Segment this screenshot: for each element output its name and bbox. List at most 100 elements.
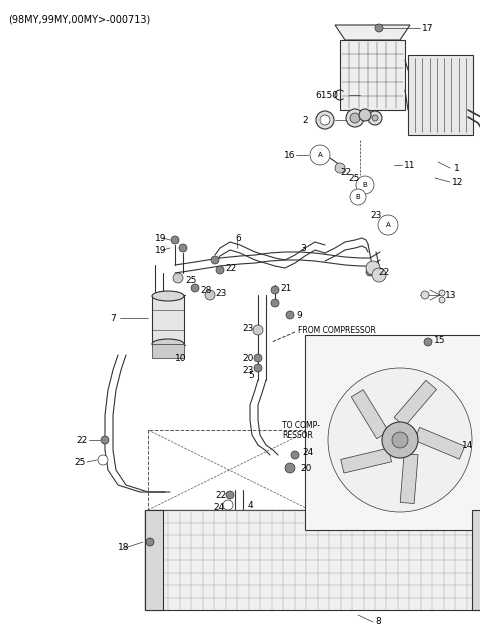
Bar — [305, 335, 480, 530]
Circle shape — [316, 111, 334, 129]
Text: 19: 19 — [155, 245, 167, 254]
Text: 18: 18 — [118, 544, 130, 553]
Circle shape — [439, 290, 445, 296]
Circle shape — [285, 463, 295, 473]
Circle shape — [350, 113, 360, 123]
Circle shape — [271, 299, 279, 307]
Text: 7: 7 — [110, 314, 116, 323]
Circle shape — [421, 291, 429, 299]
Circle shape — [253, 325, 263, 335]
Circle shape — [366, 261, 380, 275]
Text: 6: 6 — [235, 233, 241, 242]
Text: 24: 24 — [213, 502, 224, 511]
Text: 14: 14 — [462, 440, 473, 449]
Text: 23: 23 — [370, 210, 382, 220]
Text: 23: 23 — [215, 288, 227, 298]
Circle shape — [179, 244, 187, 252]
Circle shape — [286, 311, 294, 319]
Text: 15: 15 — [434, 335, 445, 344]
Text: 12: 12 — [452, 178, 463, 187]
FancyArrow shape — [394, 380, 436, 427]
Circle shape — [211, 256, 219, 264]
Circle shape — [335, 163, 345, 173]
FancyArrow shape — [341, 448, 392, 473]
Circle shape — [191, 284, 199, 292]
Circle shape — [382, 422, 418, 458]
Text: 22: 22 — [77, 436, 88, 445]
Text: A: A — [385, 222, 390, 228]
Circle shape — [320, 115, 330, 125]
Polygon shape — [335, 25, 410, 40]
Ellipse shape — [152, 339, 184, 349]
Circle shape — [171, 236, 179, 244]
Text: FROM COMPRESSOR: FROM COMPRESSOR — [298, 325, 376, 334]
Text: (98MY,99MY,00MY>-000713): (98MY,99MY,00MY>-000713) — [8, 14, 150, 24]
Text: 13: 13 — [445, 291, 456, 300]
Text: 23: 23 — [242, 366, 253, 374]
Text: 20: 20 — [300, 463, 312, 472]
Text: TO COMP-: TO COMP- — [282, 420, 320, 429]
Text: 17: 17 — [422, 24, 433, 33]
Circle shape — [378, 215, 398, 235]
Text: 16: 16 — [284, 151, 295, 160]
Text: 11: 11 — [404, 160, 416, 169]
Text: 21: 21 — [280, 284, 291, 293]
Ellipse shape — [152, 291, 184, 301]
Text: 6150: 6150 — [315, 91, 338, 100]
Text: 10: 10 — [175, 353, 187, 362]
Text: 22: 22 — [340, 167, 351, 176]
Text: 25: 25 — [74, 458, 86, 466]
Circle shape — [328, 368, 472, 512]
Text: 2: 2 — [302, 116, 308, 125]
Text: 8: 8 — [375, 617, 381, 626]
Circle shape — [439, 297, 445, 303]
Text: 3: 3 — [300, 243, 306, 252]
Circle shape — [226, 491, 234, 499]
Circle shape — [346, 109, 364, 127]
Text: 5: 5 — [248, 371, 254, 380]
Bar — [340, 40, 405, 110]
Text: 20: 20 — [242, 353, 253, 362]
FancyArrow shape — [351, 390, 389, 439]
Circle shape — [223, 500, 233, 510]
Text: 28: 28 — [200, 286, 211, 295]
Text: 22: 22 — [378, 268, 389, 277]
Circle shape — [359, 109, 371, 121]
Circle shape — [254, 364, 262, 372]
Text: B: B — [362, 182, 367, 188]
Circle shape — [356, 176, 374, 194]
Circle shape — [424, 338, 432, 346]
FancyArrow shape — [400, 454, 418, 504]
Circle shape — [368, 111, 382, 125]
Bar — [145, 510, 163, 610]
Circle shape — [372, 268, 386, 282]
Circle shape — [146, 538, 154, 546]
Circle shape — [372, 115, 378, 121]
Bar — [408, 55, 473, 135]
Circle shape — [366, 268, 374, 276]
Bar — [152, 296, 184, 344]
Bar — [472, 510, 480, 610]
Polygon shape — [145, 510, 480, 610]
Circle shape — [173, 273, 183, 283]
Circle shape — [101, 436, 109, 444]
Text: A: A — [318, 152, 323, 158]
Circle shape — [291, 451, 299, 459]
Text: 22: 22 — [215, 491, 226, 500]
Circle shape — [205, 290, 215, 300]
Circle shape — [350, 189, 366, 205]
Circle shape — [271, 286, 279, 294]
Text: 23: 23 — [242, 323, 253, 332]
Text: 22: 22 — [225, 263, 236, 272]
Circle shape — [375, 24, 383, 32]
Text: RESSOR: RESSOR — [282, 431, 313, 440]
Text: 24: 24 — [302, 447, 313, 456]
Text: 25: 25 — [348, 174, 360, 183]
Circle shape — [216, 266, 224, 274]
Text: 9: 9 — [296, 311, 302, 320]
FancyArrow shape — [414, 427, 465, 459]
Circle shape — [392, 432, 408, 448]
Text: B: B — [356, 194, 360, 200]
Text: 4: 4 — [248, 500, 253, 509]
Circle shape — [310, 145, 330, 165]
